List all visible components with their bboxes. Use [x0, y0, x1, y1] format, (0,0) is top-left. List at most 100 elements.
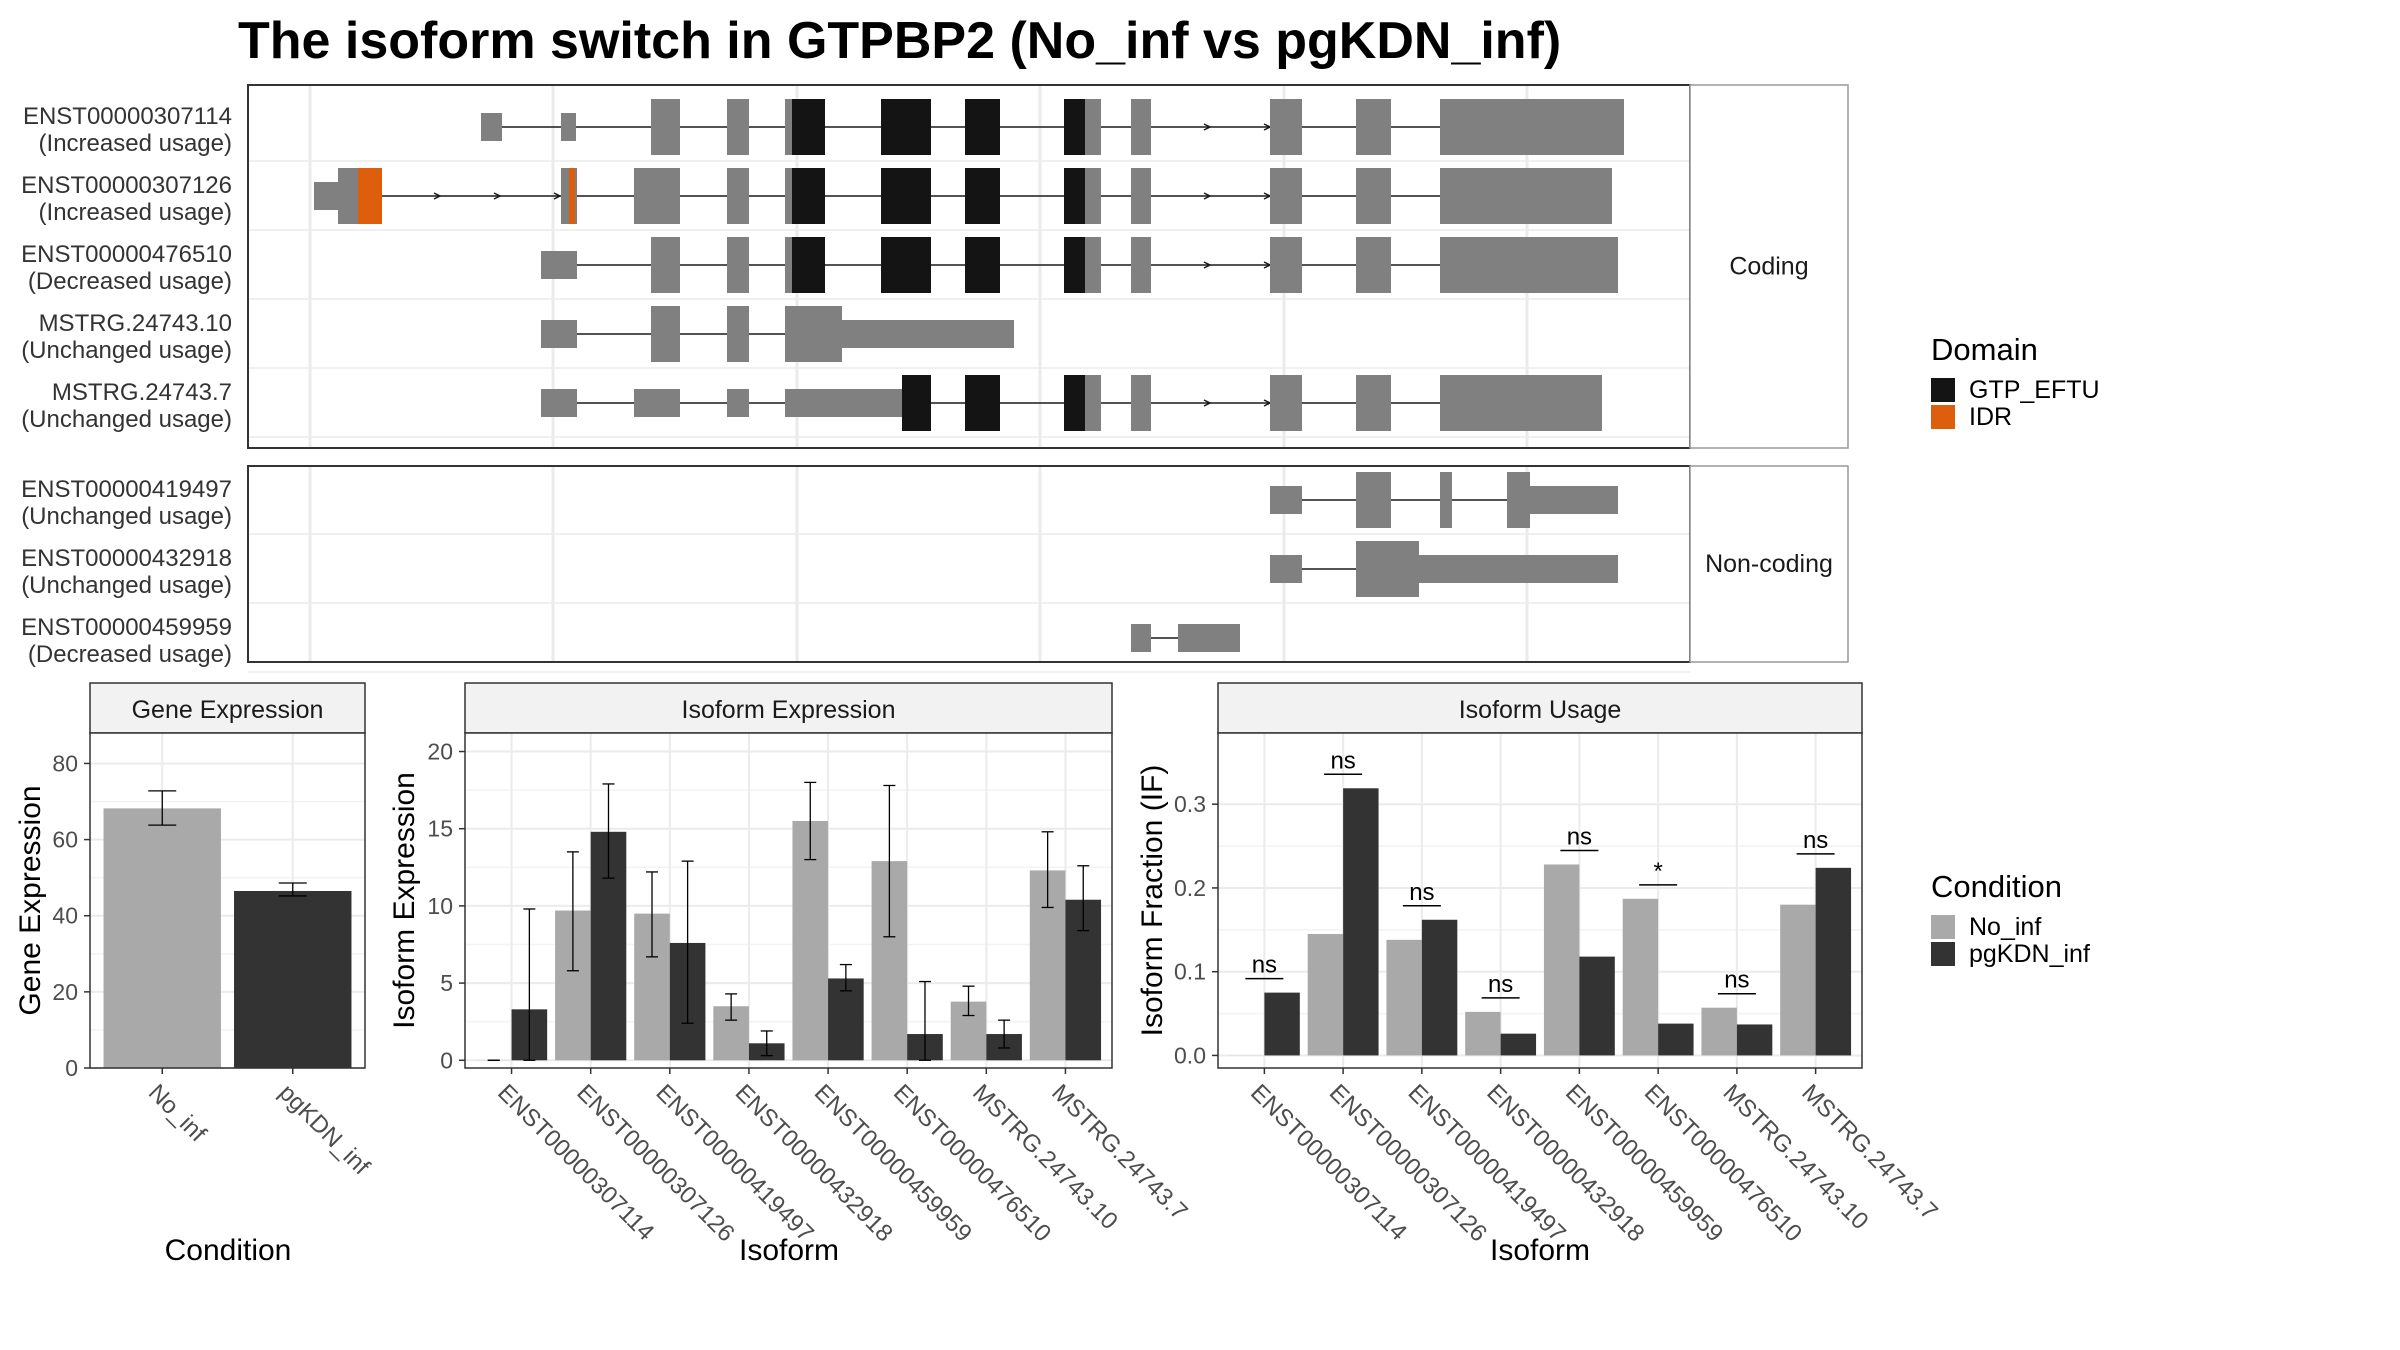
transcript-structure-panels: Coding ENST00000307114(Increased usage) EN…	[21, 84, 1849, 673]
significance-label: ns	[1409, 879, 1434, 906]
x-tick-label: ENST00000307114	[492, 1079, 659, 1246]
exon	[561, 113, 576, 141]
legend-title: Domain	[1931, 332, 2038, 367]
exon	[1356, 99, 1391, 155]
strand-arrow	[433, 192, 442, 200]
y-tick-label: 40	[52, 903, 78, 929]
exon	[541, 320, 577, 348]
exon-taper	[651, 306, 665, 362]
transcript-usage-label: (Unchanged usage)	[21, 572, 232, 599]
transcript-usage-label: (Decreased usage)	[28, 268, 232, 295]
legend-key	[1931, 942, 1955, 966]
panel-strip-label: Isoform Usage	[1459, 696, 1622, 724]
exon	[1270, 486, 1302, 514]
exon	[1480, 375, 1602, 431]
panel-strip-label: Isoform Expression	[682, 696, 896, 724]
gtp-eftu-domain	[1064, 99, 1085, 155]
transcript-row: ENST00000307114(Increased usage)	[23, 99, 1624, 157]
bar-pgKDN_inf	[1264, 992, 1300, 1056]
exon	[785, 99, 792, 155]
exon-taper	[1356, 472, 1370, 528]
y-tick-label: 20	[427, 739, 453, 765]
bar-No_inf	[1780, 904, 1816, 1056]
gtp-eftu-domain	[792, 99, 825, 155]
exon	[338, 168, 358, 224]
exon	[1131, 168, 1151, 224]
gtp-eftu-domain	[881, 168, 931, 224]
strand-arrow	[1203, 192, 1212, 200]
bar-pgKDN_inf	[1500, 1033, 1537, 1056]
exon	[1085, 168, 1101, 224]
idr-domain	[358, 168, 382, 224]
exon	[541, 389, 577, 417]
exon	[481, 113, 502, 141]
legend-key	[1931, 405, 1955, 429]
gtp-eftu-domain	[965, 375, 1000, 431]
significance-label: ns	[1252, 952, 1277, 979]
transcript-row: MSTRG.24743.7(Unchanged usage)	[21, 375, 1602, 433]
bar-pgKDN_inf	[1815, 867, 1852, 1056]
exon	[1419, 555, 1618, 583]
y-tick-label: 5	[440, 970, 453, 996]
gtp-eftu-domain	[965, 168, 1000, 224]
x-axis-title: Isoform	[739, 1234, 839, 1267]
panel-border	[1217, 732, 1863, 1069]
exon	[785, 389, 902, 417]
transcript-id-label: ENST00000432918	[21, 545, 232, 572]
exon	[1480, 237, 1618, 293]
exon	[1440, 472, 1452, 528]
gtp-eftu-domain	[881, 99, 931, 155]
y-tick-label: 0.0	[1174, 1042, 1206, 1068]
gtp-eftu-domain	[1064, 237, 1085, 293]
strand-arrow	[1203, 123, 1212, 131]
legend-key	[1931, 915, 1955, 939]
transcript-usage-label: (Unchanged usage)	[21, 406, 232, 433]
strand-arrow	[553, 192, 562, 200]
exon	[1507, 472, 1530, 528]
exon	[1480, 99, 1624, 155]
y-tick-label: 20	[52, 979, 78, 1005]
x-tick-label: MSTRG.24743.7	[1046, 1079, 1192, 1225]
transcript-usage-label: (Increased usage)	[39, 130, 232, 157]
exon	[727, 168, 749, 224]
gtp-eftu-domain	[1064, 375, 1085, 431]
significance-label: *	[1653, 858, 1662, 885]
bar-panel-1: Isoform Expression 0 5 10 15 20 ENST0000030711…	[388, 682, 1193, 1267]
bar-pgKDN_inf	[1736, 1024, 1773, 1056]
panel-border	[464, 732, 1113, 1069]
exon	[727, 99, 749, 155]
significance-label: ns	[1567, 823, 1592, 850]
gtp-eftu-domain	[965, 237, 1000, 293]
bar-panel-0: Gene Expression 0 20 40 60 80 No_inf pgKDN_inf C…	[14, 682, 375, 1267]
x-tick-label: ENST00000307114	[1245, 1079, 1412, 1246]
exon	[1270, 237, 1302, 293]
y-tick-label: 10	[427, 893, 453, 919]
exon	[1270, 99, 1302, 155]
facet-strip-label: Coding	[1729, 253, 1808, 281]
bar-pgKDN_inf	[234, 890, 352, 1068]
exon-taper	[651, 99, 665, 155]
exon-taper	[651, 237, 665, 293]
panel-strip-label: Gene Expression	[132, 696, 324, 724]
transcript-id-label: MSTRG.24743.7	[52, 379, 232, 406]
exon	[1480, 168, 1612, 224]
bar-No_inf	[792, 820, 829, 1061]
exon	[1085, 99, 1101, 155]
bar-No_inf	[1386, 939, 1422, 1056]
legend-label: No_inf	[1969, 913, 2041, 941]
gtp-eftu-domain	[1064, 168, 1085, 224]
facet-strip-label: Non-coding	[1705, 550, 1833, 578]
y-tick-label: 0	[440, 1047, 453, 1073]
legend-label: IDR	[1969, 403, 2012, 431]
bar-panels: Gene Expression 0 20 40 60 80 No_inf pgKDN_inf C…	[14, 682, 1943, 1267]
transcript-row: ENST00000419497(Unchanged usage)	[21, 472, 1618, 530]
panel-strip	[89, 682, 366, 734]
transcript-id-label: MSTRG.24743.10	[39, 310, 232, 337]
transcript-usage-label: (Decreased usage)	[28, 641, 232, 668]
exon	[1440, 168, 1480, 224]
exon	[1270, 168, 1302, 224]
exon	[1131, 375, 1151, 431]
gtp-eftu-domain	[881, 237, 931, 293]
